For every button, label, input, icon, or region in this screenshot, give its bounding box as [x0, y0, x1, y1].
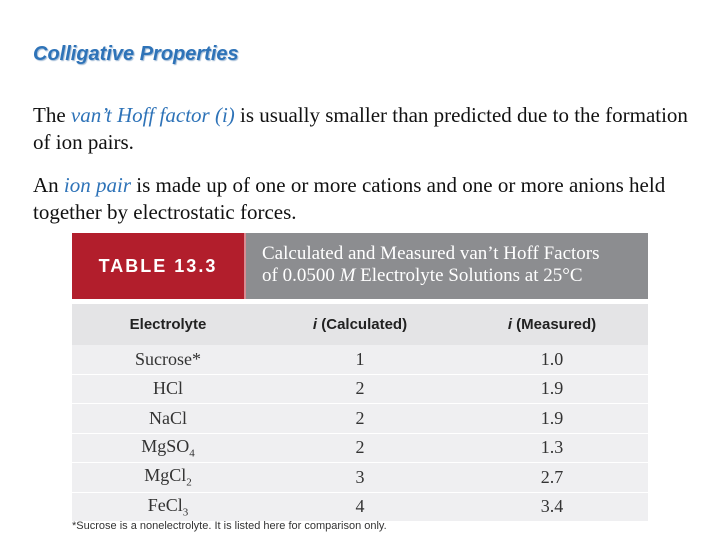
title-molarity: M [339, 265, 356, 286]
paragraph-ion-pair: An ion pair is made up of one or more ca… [33, 172, 703, 226]
table-footnote: *Sucrose is a nonelectrolyte. It is list… [72, 520, 387, 532]
vant-hoff-table: TABLE 13.3 Calculated and Measured van’t… [72, 233, 648, 522]
electrolyte-name: MgSO [141, 435, 190, 456]
col-header-electrolyte: Electrolyte [129, 316, 207, 333]
subscript: 4 [189, 447, 195, 460]
term-ion-pair: ion pair [63, 173, 132, 197]
col-header-calculated: i (Calculated) [264, 316, 456, 333]
cell-measured: 2.7 [540, 466, 564, 487]
cell-measured: 1.3 [540, 437, 564, 458]
cell-electrolyte: MgSO4 [72, 436, 264, 460]
table-title-line2: of 0.0500 M Electrolyte Solutions at 25°… [262, 265, 648, 287]
paragraph-text: An [33, 173, 64, 197]
table-row: MgCl2 3 2.7 [72, 463, 648, 493]
table-tag: TABLE 13.3 [72, 233, 244, 299]
subscript: 2 [186, 477, 192, 490]
cell-electrolyte: HCl [72, 378, 264, 399]
title-text: Electrolyte Solutions at 25°C [355, 265, 583, 286]
table-header: TABLE 13.3 Calculated and Measured van’t… [72, 233, 648, 299]
col-header-i: i [507, 316, 512, 333]
electrolyte-name: MgCl [144, 465, 187, 486]
slide-title: Colligative Properties [33, 43, 239, 65]
table-row: NaCl 2 1.9 [72, 404, 648, 434]
paragraph-text: The [33, 103, 71, 127]
table-divider [244, 233, 246, 299]
cell-electrolyte: FeCl3 [72, 495, 264, 519]
column-headers: Electrolyte i (Calculated) i (Measured) [72, 304, 648, 345]
cell-electrolyte: NaCl [72, 408, 264, 429]
electrolyte-name: HCl [152, 378, 183, 399]
electrolyte-name: NaCl [149, 407, 187, 428]
cell-measured: 1.0 [540, 348, 564, 369]
electrolyte-name: FeCl [147, 494, 183, 515]
cell-calculated: 3 [355, 466, 365, 487]
cell-measured: 3.4 [540, 496, 564, 517]
col-header-measured: i (Measured) [456, 316, 648, 333]
col-header-i: i [312, 316, 318, 333]
cell-electrolyte: MgCl2 [72, 465, 264, 489]
paragraph-vant-hoff: The van’t Hoff factor (i) is usually sma… [33, 102, 703, 156]
table-title: Calculated and Measured van’t Hoff Facto… [246, 233, 648, 299]
cell-calculated: 2 [355, 437, 365, 458]
cell-measured: 1.9 [540, 407, 564, 428]
subscript: 3 [182, 506, 189, 519]
col-header-text: (Calculated) [317, 316, 408, 333]
cell-electrolyte: Sucrose* [72, 349, 264, 370]
electrolyte-name: Sucrose* [135, 348, 201, 369]
cell-calculated: 1 [355, 348, 365, 369]
cell-calculated: 4 [355, 496, 365, 517]
cell-measured: 1.9 [540, 378, 564, 399]
paragraph-text: is made up of one or more cations and on… [33, 173, 666, 224]
table-row: FeCl3 4 3.4 [72, 492, 648, 522]
cell-calculated: 2 [355, 407, 365, 428]
table-row: MgSO4 2 1.3 [72, 433, 648, 463]
col-header-text: (Measured) [511, 316, 597, 333]
title-text: of 0.0500 [262, 265, 340, 286]
term-vant-hoff-factor: van’t Hoff factor (i) [70, 103, 235, 127]
cell-calculated: 2 [355, 378, 365, 399]
table-title-line1: Calculated and Measured van’t Hoff Facto… [262, 243, 600, 264]
table-row: Sucrose* 1 1.0 [72, 345, 648, 375]
paragraph-text: is usually smaller than predicted due to… [33, 103, 688, 154]
table-row: HCl 2 1.9 [72, 374, 648, 404]
